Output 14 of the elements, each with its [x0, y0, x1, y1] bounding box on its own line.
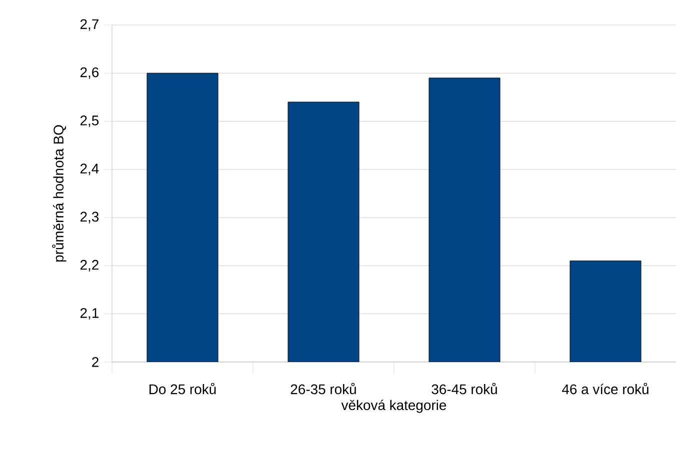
y-tick-label: 2,5: [80, 116, 99, 128]
x-tick-label: 46 a více roků: [562, 382, 648, 394]
y-tick-label: 2,4: [80, 164, 99, 176]
x-tick-label: Do 25 roků: [150, 382, 216, 394]
y-axis-title: průměrná hodnota BQ: [52, 125, 66, 262]
y-tick-label: 2,7: [80, 19, 98, 31]
x-tick-label: 36-45 roků: [432, 382, 497, 394]
y-tick-label: 2,3: [80, 212, 99, 224]
y-tick-label: 2,6: [80, 67, 99, 79]
y-tick-label: 2,1: [80, 308, 98, 320]
x-axis-title: věková kategorie: [341, 400, 446, 413]
x-tick-label: 26-35 roků: [290, 382, 356, 394]
y-tick-label: 2,2: [80, 260, 98, 272]
y-tick-label: 2: [92, 357, 98, 367]
